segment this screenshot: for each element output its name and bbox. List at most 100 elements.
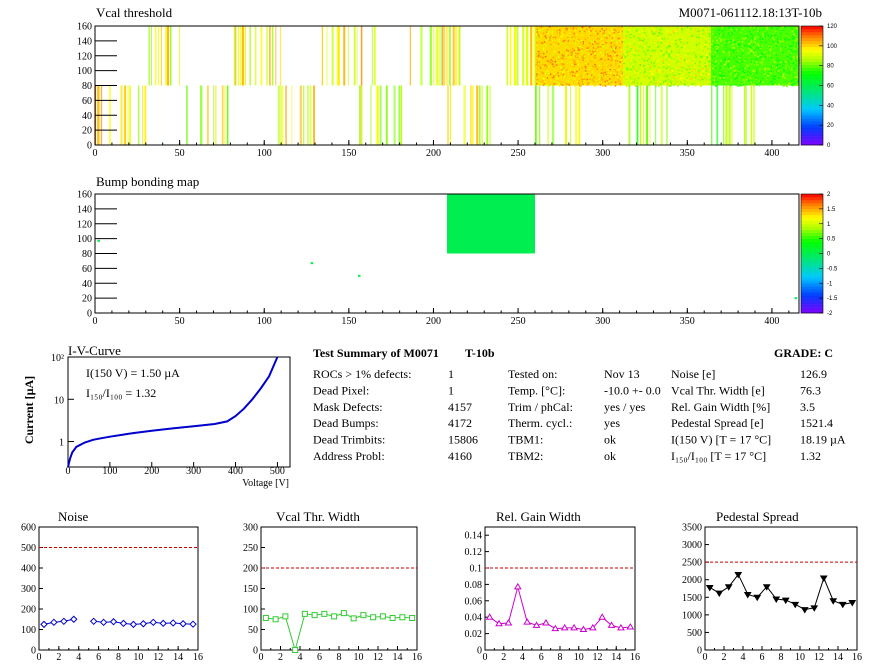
map-pixel: [681, 70, 683, 72]
map-stripe: [532, 26, 534, 86]
map-pixel: [588, 51, 590, 53]
map-pixel: [618, 59, 620, 62]
map-pixel: [558, 34, 561, 36]
map-pixel: [760, 61, 763, 64]
summary-title: Test Summary of M0071: [313, 346, 439, 360]
colorbar-band: [801, 31, 823, 36]
map-pixel: [787, 41, 789, 44]
map-pixel: [582, 76, 584, 78]
map-pixel: [695, 44, 698, 47]
map-pixel: [536, 63, 538, 65]
map-pixel: [781, 69, 783, 71]
map-pixel: [604, 34, 606, 37]
map-pixel: [667, 32, 669, 35]
map-pixel: [691, 35, 693, 37]
map-pixel: [591, 79, 594, 81]
map-pixel: [597, 33, 599, 35]
map-pixel: [766, 74, 769, 77]
map-pixel: [700, 45, 703, 48]
map-pixel: [711, 57, 714, 59]
summary-col2-value: -10.0 +- 0.0: [604, 383, 661, 397]
map-pixel: [600, 46, 602, 48]
map-pixel: [743, 67, 746, 69]
y-tick-label: 0: [87, 309, 92, 320]
summary-col1-value: 1: [448, 383, 454, 397]
map-pixel: [682, 74, 684, 76]
map-pixel: [557, 83, 559, 85]
map-pixel: [609, 59, 612, 62]
map-pixel: [546, 59, 549, 62]
map-pixel: [742, 49, 745, 52]
map-pixel: [601, 79, 604, 81]
map-pixel: [628, 27, 630, 30]
map-pixel: [697, 46, 700, 48]
map-pixel: [680, 26, 682, 28]
map-pixel: [668, 26, 670, 29]
map-pixel: [723, 72, 726, 74]
map-stripe: [237, 26, 240, 86]
map-pixel: [756, 30, 759, 32]
map-pixel: [629, 31, 632, 33]
map-pixel: [683, 52, 686, 54]
map-pixel: [540, 26, 543, 29]
map-pixel: [666, 29, 668, 32]
map-stripe: [244, 26, 246, 86]
small-series-point: [715, 590, 724, 598]
map-pixel: [609, 67, 612, 69]
map-pixel: [657, 85, 660, 87]
map-pixel: [781, 77, 783, 80]
map-pixel: [672, 61, 674, 63]
map-pixel: [547, 60, 550, 63]
map-pixel: [644, 70, 647, 73]
map-pixel: [565, 49, 568, 51]
map-pixel: [648, 63, 650, 66]
map-pixel: [699, 79, 702, 82]
map-pixel: [639, 65, 641, 67]
map-pixel: [570, 61, 572, 63]
map-pixel: [605, 42, 607, 44]
map-pixel: [703, 35, 705, 38]
map-pixel: [652, 26, 654, 29]
map-pixel: [643, 50, 645, 52]
map-pixel: [748, 67, 750, 70]
map-pixel: [557, 72, 559, 74]
map-pixel: [576, 60, 578, 62]
map-pixel: [618, 83, 621, 86]
map-pixel: [691, 33, 694, 35]
map-pixel: [627, 80, 629, 82]
small-y-tick-label: 1500: [682, 593, 702, 604]
map-pixel: [551, 39, 554, 42]
small-series-point: [848, 600, 857, 607]
map-pixel: [760, 40, 763, 43]
map-pixel: [577, 48, 580, 50]
map-pixel: [619, 30, 621, 32]
map-pixel: [774, 65, 776, 67]
map-pixel: [536, 36, 539, 39]
map-pixel: [773, 82, 775, 84]
map-pixel: [782, 73, 785, 76]
map-pixel: [662, 60, 664, 63]
colorbar-band: [801, 277, 823, 281]
map-pixel: [598, 63, 601, 65]
map-pixel: [745, 38, 748, 40]
iv-x-tick-label: 200: [144, 466, 159, 477]
map-pixel: [662, 51, 665, 53]
map-pixel: [792, 62, 794, 65]
map-pixel: [716, 62, 718, 65]
map-pixel: [647, 49, 649, 51]
map-pixel: [727, 58, 730, 60]
map-pixel: [754, 38, 756, 40]
map-pixel: [691, 70, 693, 73]
map-pixel: [560, 54, 563, 56]
map-stripe: [526, 26, 529, 86]
map-pixel: [625, 53, 627, 56]
map-pixel: [696, 61, 699, 63]
map-pixel: [566, 46, 569, 48]
map-pixel: [716, 39, 718, 42]
map-pixel: [701, 75, 703, 77]
map-pixel: [566, 62, 569, 64]
map-pixel: [727, 65, 730, 68]
map-pixel: [679, 47, 682, 49]
small-series-point: [579, 625, 588, 632]
map-pixel: [557, 32, 560, 35]
